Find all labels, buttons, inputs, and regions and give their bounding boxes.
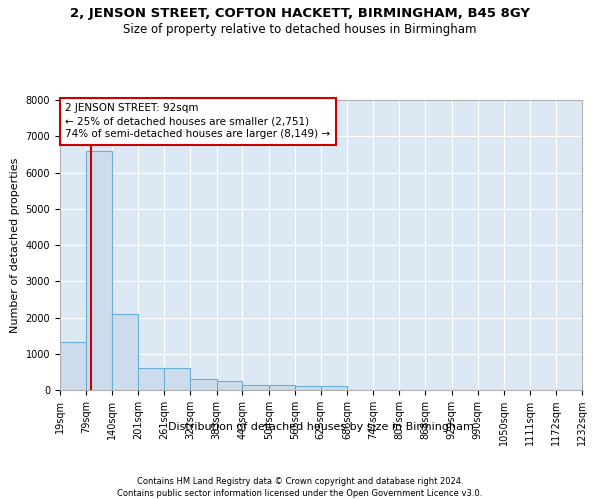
Y-axis label: Number of detached properties: Number of detached properties — [10, 158, 20, 332]
Text: 2 JENSON STREET: 92sqm
← 25% of detached houses are smaller (2,751)
74% of semi-: 2 JENSON STREET: 92sqm ← 25% of detached… — [65, 103, 331, 140]
Text: 2, JENSON STREET, COFTON HACKETT, BIRMINGHAM, B45 8GY: 2, JENSON STREET, COFTON HACKETT, BIRMIN… — [70, 8, 530, 20]
Text: Size of property relative to detached houses in Birmingham: Size of property relative to detached ho… — [123, 22, 477, 36]
Bar — [190, 379, 217, 390]
Bar — [139, 368, 164, 390]
Bar — [295, 386, 321, 390]
Bar — [164, 368, 190, 390]
Text: Distribution of detached houses by size in Birmingham: Distribution of detached houses by size … — [168, 422, 474, 432]
Text: Contains HM Land Registry data © Crown copyright and database right 2024.: Contains HM Land Registry data © Crown c… — [137, 478, 463, 486]
Bar — [60, 342, 86, 390]
Bar — [112, 314, 139, 390]
Bar — [242, 384, 269, 390]
Bar — [86, 151, 112, 390]
Text: Contains public sector information licensed under the Open Government Licence v3: Contains public sector information licen… — [118, 489, 482, 498]
Bar — [269, 386, 295, 390]
Bar — [321, 386, 347, 390]
Bar — [217, 380, 242, 390]
